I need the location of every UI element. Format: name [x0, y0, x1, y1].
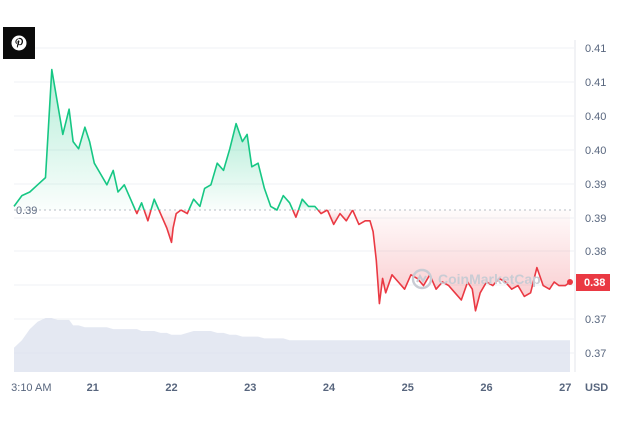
- x-tick-label: 26: [480, 382, 492, 394]
- pinterest-button[interactable]: [3, 27, 35, 59]
- x-tick-label: 23: [244, 382, 256, 394]
- price-line-down: [180, 209, 190, 215]
- current-price-dot: [567, 279, 573, 285]
- price-line-up: [150, 198, 160, 211]
- y-tick-label: 0.37: [585, 348, 606, 360]
- watermark-text: CoinMarketCap: [438, 271, 541, 287]
- y-tick-label: 0.40: [585, 145, 606, 157]
- price-line-down: [292, 209, 300, 218]
- y-tick-label: 0.39: [585, 213, 606, 225]
- price-line-down: [143, 209, 152, 222]
- y-axis-ticks: 0.41 0.41 0.40 0.40 0.39 0.39 0.38 0.38 0.37 0.37: [585, 43, 606, 360]
- x-tick-label: 22: [165, 382, 177, 394]
- x-axis-ticks: 3:10 AM 21 22 23 24 25 26 27: [11, 382, 571, 394]
- price-area-up: [188, 123, 293, 210]
- price-line-down: [317, 209, 328, 215]
- price-area-down: [352, 210, 570, 311]
- watermark: CoinMarketCap: [411, 268, 541, 290]
- price-line-up: [297, 198, 319, 211]
- price-line-down: [326, 209, 354, 226]
- y-tick-label: 0.37: [585, 314, 606, 326]
- pinterest-icon: [11, 35, 27, 51]
- price-area-fill: [14, 69, 570, 311]
- y-tick-label: 0.38: [585, 246, 606, 258]
- x-tick-label: 21: [87, 382, 99, 394]
- volume-area: [14, 318, 570, 372]
- price-line-down: [158, 209, 182, 244]
- coinmarketcap-logo: [411, 268, 433, 290]
- current-price-tag-text: 0.38: [584, 277, 605, 289]
- x-tick-label: 25: [402, 382, 414, 394]
- price-line-down: [351, 209, 571, 312]
- price-line-up: [13, 68, 137, 211]
- price-line-down: [134, 209, 140, 215]
- reference-price-label: 0.39: [16, 205, 37, 217]
- current-price-tag-background: [576, 274, 610, 291]
- price-area-up: [298, 199, 318, 210]
- price-area-down: [158, 210, 181, 243]
- y-tick-label: 0.40: [585, 111, 606, 123]
- y-tick-label: 0.41: [585, 43, 606, 55]
- price-line: [13, 68, 571, 312]
- x-tick-label: 24: [323, 382, 336, 394]
- x-tick-label: 27: [559, 382, 571, 394]
- y-tick-label: 0.41: [585, 77, 606, 89]
- current-price-tag: 0.38: [576, 274, 610, 291]
- price-area-up: [14, 69, 136, 210]
- y-tick-label: 0.39: [585, 179, 606, 191]
- price-line-up: [188, 122, 294, 211]
- price-line-up: [137, 202, 145, 211]
- currency-unit-label: USD: [585, 382, 608, 394]
- volume-area-path: [14, 318, 570, 372]
- x-tick-label: 3:10 AM: [11, 382, 51, 394]
